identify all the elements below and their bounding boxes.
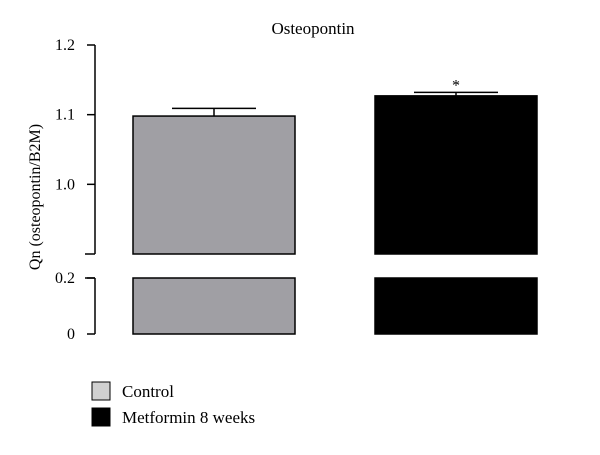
- bar-lower-1: [374, 277, 538, 335]
- legend: Control Metformin 8 weeks: [91, 381, 255, 427]
- chart-title: Osteopontin: [271, 19, 355, 38]
- y-tick-label-2: 1.0: [55, 176, 75, 193]
- y-tick-label-0: 0: [67, 326, 75, 343]
- legend-swatch-1: [91, 407, 111, 427]
- bar-lower-0: [132, 277, 296, 335]
- legend-label-1: Metformin 8 weeks: [122, 408, 255, 427]
- significance-marker-1: *: [452, 77, 460, 94]
- y-axis: 0 0.2 1.0 1.1 1.2: [55, 37, 96, 343]
- y-tick-label-3: 1.1: [55, 107, 75, 124]
- bars-layer: *: [132, 77, 538, 335]
- legend-label-0: Control: [122, 382, 174, 401]
- y-tick-label-1: 0.2: [55, 270, 75, 287]
- bar-upper-0: [132, 115, 296, 255]
- legend-swatch-0: [91, 381, 111, 401]
- bar-upper-1: [374, 95, 538, 255]
- y-axis-label: Qn (osteopontin/B2M): [27, 124, 44, 270]
- y-tick-label-4: 1.2: [55, 37, 75, 54]
